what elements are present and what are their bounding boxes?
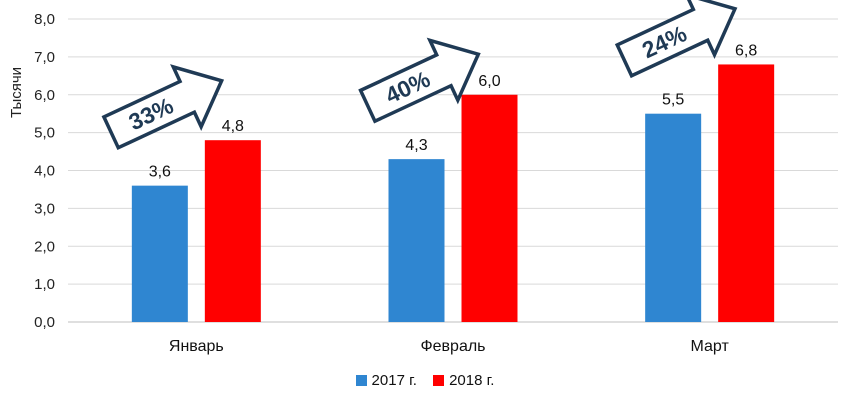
bar-2017-1 [131,185,188,322]
data-label: 4,8 [222,118,244,135]
y-tick-label: 0,0 [34,314,55,331]
y-tick-label: 6,0 [34,87,55,104]
y-tick-label: 5,0 [34,125,55,142]
data-label: 4,3 [405,137,427,154]
y-tick-label: 3,0 [34,200,55,217]
category-label: Март [691,338,730,355]
bar-2017-2 [388,159,445,322]
bar-2018-1 [204,140,261,322]
data-labels: 3,6 4,8 4,3 6,0 5,5 6,8 [149,42,758,180]
bar-2018-3 [718,64,775,322]
bar-2018-2 [461,94,518,322]
data-label: 5,5 [662,92,684,109]
category-label: Февраль [420,338,485,355]
legend-swatch-2017 [355,375,367,386]
arrow-shape [358,37,481,124]
data-label: 3,6 [149,164,171,181]
arrow-shape [101,64,225,151]
arrow-shape [614,0,738,79]
y-tick-label: 8,0 [34,11,55,28]
bar-chart: 0,0 1,0 2,0 3,0 4,0 5,0 6,0 7,0 8,0 Тысячи 3,6 4,… [8,0,838,355]
legend: 2017 г. 2018 г. [0,372,850,390]
data-label: 6,8 [735,42,757,59]
y-tick-label: 2,0 [34,238,55,255]
category-label: Январь [169,338,224,355]
legend-label-2018: 2018 г. [449,372,495,389]
data-label: 6,0 [478,73,500,90]
y-axis-label: Тысячи [8,67,25,118]
legend-swatch-2018 [433,375,445,386]
legend-label-2017: 2017 г. [371,372,417,389]
bars [131,64,775,322]
legend-item-2018: 2018 г. [433,372,494,389]
y-axis-ticks: 0,0 1,0 2,0 3,0 4,0 5,0 6,0 7,0 8,0 [34,11,55,331]
y-tick-label: 4,0 [34,163,55,180]
bar-2017-3 [645,113,702,322]
y-tick-label: 1,0 [34,276,55,293]
y-tick-label: 7,0 [34,49,55,66]
legend-item-2017: 2017 г. [355,372,417,389]
x-axis-categories: Январь Февраль Март [169,338,730,355]
